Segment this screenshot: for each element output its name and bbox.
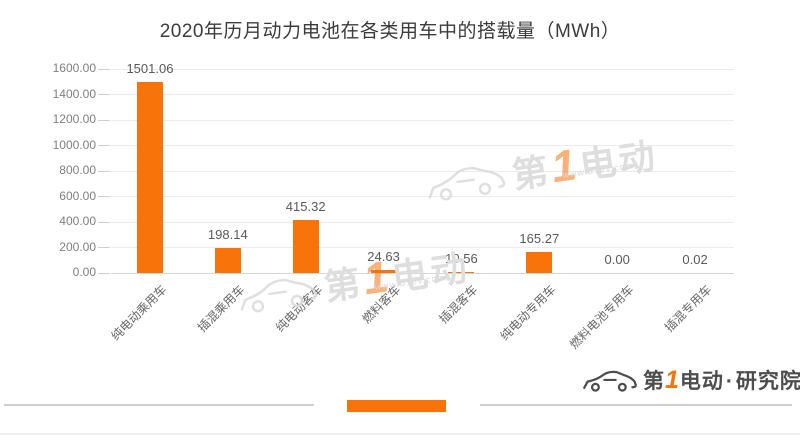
y-axis-label: 800.00 — [59, 163, 96, 177]
bar — [136, 81, 163, 273]
gridline — [111, 94, 734, 95]
gridline — [111, 145, 734, 146]
y-axis-tick — [98, 272, 110, 274]
gridline — [111, 221, 734, 223]
bar-value-label: 0.00 — [604, 252, 630, 267]
card-bottom-edge — [0, 433, 800, 435]
x-axis-label: 纯电动乘用车 — [108, 282, 170, 344]
y-axis-label: 600.00 — [59, 188, 96, 203]
x-axis-line — [111, 273, 734, 274]
y-axis-label: 1600.00 — [52, 61, 96, 75]
bar — [214, 247, 241, 273]
bar-value-label: 0.02 — [682, 251, 708, 267]
logo-separator: · — [725, 370, 734, 393]
y-axis-label: 1200.00 — [52, 112, 96, 126]
x-axis-label: 纯电动客车 — [272, 282, 326, 335]
x-axis-label: 插混专用车 — [662, 282, 715, 335]
y-axis-label: 1400.00 — [52, 86, 96, 101]
bar — [526, 251, 553, 273]
y-axis-tick — [98, 196, 110, 197]
gridline — [111, 196, 734, 197]
y-axis-tick — [98, 170, 110, 172]
bar-value-label: 165.27 — [519, 230, 560, 246]
logo-brand-pre: 第 — [643, 370, 665, 393]
car-logo-icon — [583, 370, 637, 392]
bar-value-label: 1501.06 — [126, 60, 174, 76]
x-axis-label: 纯电动专用车 — [497, 282, 559, 344]
bar-value-label: 24.63 — [367, 248, 400, 264]
y-axis-tick — [98, 221, 110, 223]
footer-divider-left — [4, 404, 314, 406]
logo-brand-one: 1 — [665, 366, 680, 394]
x-axis-label: 插混客车 — [436, 282, 481, 327]
publisher-logo: 第1电动·研究院 — [582, 365, 800, 395]
y-axis-label: 0.00 — [72, 265, 96, 279]
x-axis-label: 插混乘用车 — [194, 282, 248, 335]
y-axis-tick — [98, 68, 110, 70]
y-axis-label: 200.00 — [59, 239, 96, 254]
gridline — [111, 170, 734, 172]
bar-value-label: 198.14 — [207, 226, 248, 242]
y-axis-tick — [98, 247, 110, 248]
logo-brand-post: 电动 — [679, 370, 724, 393]
bar — [448, 271, 475, 273]
publisher-logo-text: 第1电动·研究院 — [643, 365, 800, 395]
gridline — [111, 247, 734, 248]
bar-value-label: 415.32 — [285, 199, 326, 215]
bar-value-label: 10.56 — [445, 250, 478, 266]
y-axis-label: 400.00 — [59, 214, 96, 228]
gridline — [111, 68, 734, 70]
y-axis-tick — [98, 119, 110, 121]
gridline — [111, 119, 734, 121]
y-axis-label: 1000.00 — [52, 137, 96, 152]
bar — [292, 220, 319, 273]
bar — [370, 269, 397, 273]
chart-title: 2020年历月动力电池在各类用车中的搭载量（MWh） — [159, 21, 621, 42]
footer-accent-bar — [347, 400, 446, 412]
logo-suffix: 研究院 — [735, 370, 800, 393]
footer-divider-right — [480, 404, 792, 406]
y-axis-tick — [98, 145, 110, 146]
x-axis-label: 燃料电池专用车 — [567, 282, 637, 352]
x-axis-label: 燃料客车 — [359, 282, 403, 327]
y-axis-tick — [98, 94, 110, 95]
